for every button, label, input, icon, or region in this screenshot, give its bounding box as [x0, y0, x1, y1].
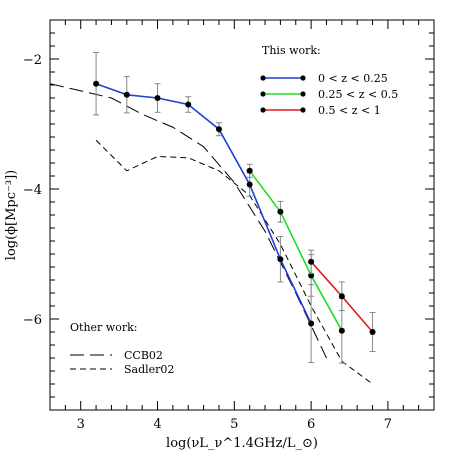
y-tick-label: −4 — [23, 183, 42, 198]
legend-marker — [300, 107, 306, 113]
legend-label-ccb02: CCB02 — [124, 349, 163, 362]
x-tick-label: 3 — [77, 417, 85, 432]
y-tick-label: −2 — [23, 53, 42, 68]
x-axis-label: log(νL_ν^1.4GHz/L_⊙) — [166, 436, 318, 451]
legend-marker — [260, 107, 266, 113]
series-line-2 — [249, 170, 343, 332]
tick-labels: 3 4 5 6 7 −2 −4 −6 — [23, 53, 392, 432]
data-point — [338, 293, 345, 300]
data-point — [185, 101, 192, 108]
legend: This work: Other work: 0 < z < 0.25 0.25 … — [70, 44, 398, 376]
x-tick-label: 4 — [153, 417, 161, 432]
x-tick-label: 6 — [307, 417, 315, 432]
series-line-sadler02 — [95, 139, 373, 385]
data-point — [154, 95, 161, 101]
legend-this-work-title: This work: — [262, 44, 321, 57]
data-point — [308, 258, 315, 265]
x-tick-label: 7 — [384, 417, 392, 432]
legend-marker — [260, 75, 266, 81]
legend-label-sadler02: Sadler02 — [124, 363, 174, 376]
data-point — [246, 167, 253, 174]
legend-marker — [300, 91, 306, 97]
legend-label-2: 0.25 < z < 0.5 — [318, 88, 398, 101]
y-tick-label: −6 — [23, 313, 42, 328]
data-point — [246, 181, 253, 188]
series-line-1 — [95, 82, 312, 324]
data-point — [277, 208, 284, 215]
legend-marker — [300, 75, 306, 81]
legend-other-work-title: Other work: — [70, 321, 137, 334]
legend-marker — [260, 91, 266, 97]
data-point — [93, 80, 100, 87]
series-layer — [49, 52, 376, 385]
series-line-ccb02 — [49, 83, 327, 359]
data-point — [369, 329, 376, 335]
data-point — [338, 327, 345, 334]
y-axis-label: log(ϕ[Mpc⁻³]) — [4, 170, 19, 260]
legend-label-3: 0.5 < z < 1 — [318, 104, 381, 117]
data-point — [123, 91, 130, 98]
data-point — [308, 320, 315, 327]
data-point — [277, 256, 284, 263]
legend-label-1: 0 < z < 0.25 — [318, 72, 388, 85]
data-point — [215, 126, 222, 133]
axis-ticks — [49, 19, 435, 411]
x-tick-label: 5 — [230, 417, 238, 432]
